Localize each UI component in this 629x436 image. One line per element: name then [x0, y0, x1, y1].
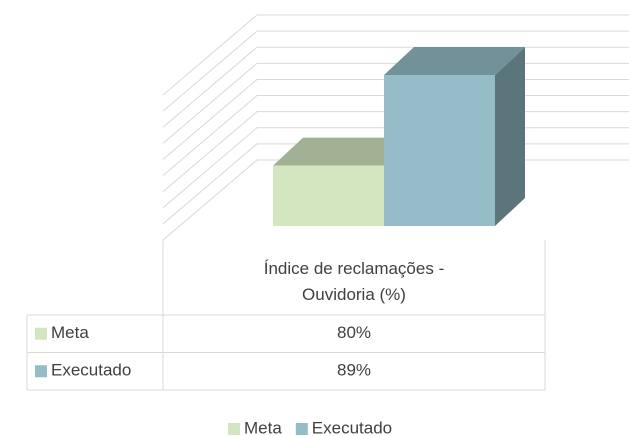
data-label: 80%	[337, 323, 371, 342]
table-row-label: Meta	[51, 323, 89, 342]
grid-line	[162, 14, 629, 96]
table-row-label: Executado	[51, 361, 131, 380]
bar	[384, 75, 495, 226]
grid-line	[162, 30, 629, 112]
legend-swatch	[228, 423, 240, 435]
legend-label: Executado	[312, 418, 392, 436]
legend-swatch	[295, 423, 308, 435]
bar	[273, 165, 384, 226]
category-label: Índice de reclamações -Ouvidoria (%)	[264, 259, 444, 304]
legend-label: Meta	[244, 418, 282, 436]
bar-top	[273, 137, 414, 166]
table-swatch	[35, 365, 47, 378]
table-swatch	[35, 327, 47, 340]
data-label: 89%	[337, 361, 371, 380]
bar-side	[495, 47, 525, 226]
bar-top	[384, 47, 525, 75]
